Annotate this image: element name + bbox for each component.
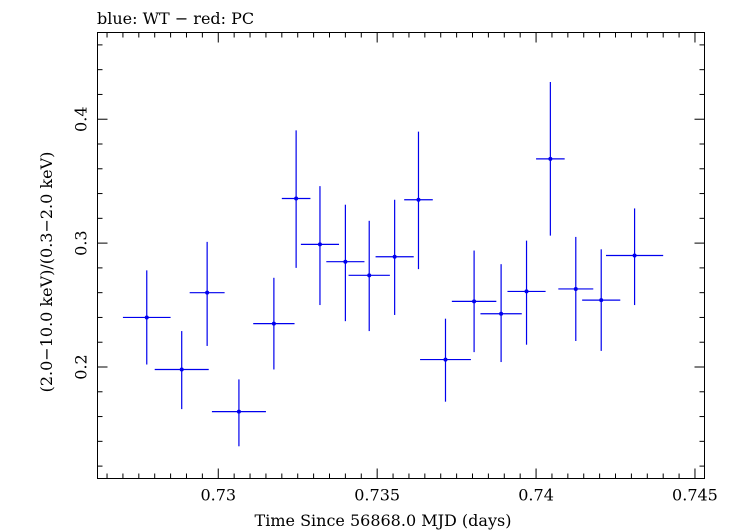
- data-point: [189, 241, 225, 346]
- x-tick-label: 0.735: [354, 486, 400, 505]
- data-point: [420, 318, 471, 402]
- point-marker: [599, 298, 604, 303]
- data-point: [582, 249, 621, 351]
- data-point: [536, 82, 565, 236]
- point-marker: [416, 197, 421, 202]
- point-marker: [367, 273, 372, 278]
- x-tick-label: 0.74: [518, 486, 554, 505]
- x-tick-label: 0.745: [672, 486, 718, 505]
- point-marker: [271, 321, 276, 326]
- point-marker: [294, 196, 299, 201]
- axes: 0.73 0.735 0.74 0.745 0.2 0.3 0.4: [72, 32, 718, 505]
- data-point: [375, 199, 414, 315]
- data-point: [300, 186, 340, 306]
- point-marker: [179, 367, 184, 372]
- point-marker: [205, 290, 210, 295]
- y-tick-label: 0.3: [72, 230, 91, 255]
- point-marker: [573, 286, 578, 291]
- point-marker: [343, 259, 348, 264]
- data-point: [404, 131, 433, 270]
- chart-title: blue: WT − red: PC: [97, 9, 254, 28]
- data-point: [558, 236, 594, 341]
- point-marker: [443, 357, 448, 362]
- y-tick-label: 0.4: [72, 106, 91, 131]
- point-marker: [236, 409, 241, 414]
- point-marker: [392, 254, 397, 259]
- data-point: [154, 331, 209, 410]
- point-marker: [548, 156, 553, 161]
- y-axis-label: (2.0−10.0 keV)/(0.3−2.0 keV): [37, 152, 56, 393]
- point-marker: [144, 315, 149, 320]
- point-marker: [632, 253, 637, 258]
- data-point: [122, 270, 171, 365]
- x-axis-label: Time Since 56868.0 MJD (days): [255, 511, 512, 530]
- point-marker: [524, 289, 529, 294]
- data-point: [348, 220, 390, 332]
- point-marker: [472, 299, 477, 304]
- data-point: [211, 379, 266, 447]
- data-point: [253, 277, 295, 370]
- x-tick-label: 0.73: [200, 486, 236, 505]
- y-tick-label: 0.2: [72, 354, 91, 379]
- data-point: [507, 240, 546, 345]
- data-points: [122, 82, 664, 447]
- data-point: [605, 208, 664, 306]
- data-point: [480, 264, 522, 363]
- data-point: [326, 204, 365, 322]
- point-marker: [317, 242, 322, 247]
- point-marker: [499, 311, 504, 316]
- plot-frame: [97, 32, 705, 479]
- data-point: [281, 130, 311, 268]
- data-point: [451, 250, 497, 353]
